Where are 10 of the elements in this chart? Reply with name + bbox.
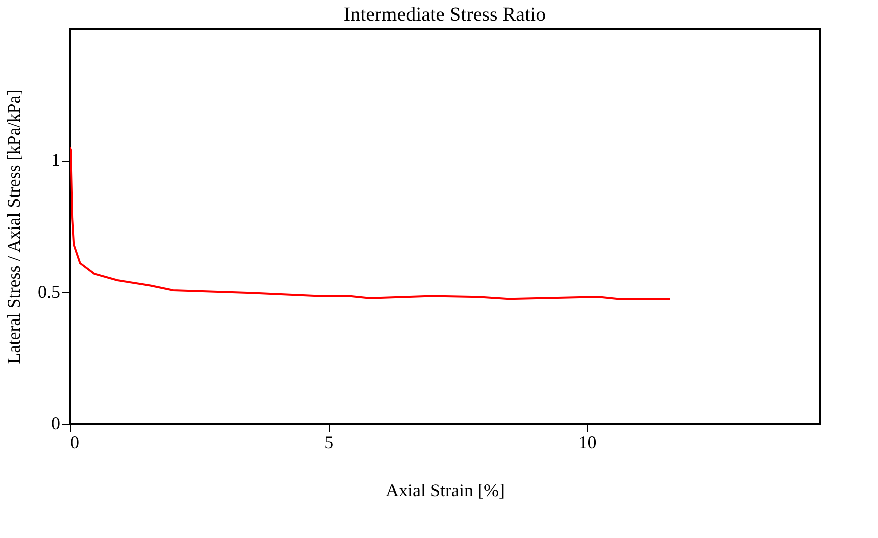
y-tick-label: 0: [52, 414, 60, 434]
y-tick-label: 0.5: [38, 282, 60, 302]
chart-title: Intermediate Stress Ratio: [344, 4, 546, 26]
x-tick-label: 5: [324, 432, 334, 452]
x-tick-label: 0: [70, 432, 80, 452]
y-axis-title: Lateral Stress / Axial Stress [kPa/kPa]: [4, 90, 24, 364]
y-tick-label: 1: [52, 150, 60, 170]
x-tick-label: 10: [578, 432, 597, 452]
x-axis-title: Axial Strain [%]: [386, 480, 505, 500]
line-series: [70, 146, 671, 300]
